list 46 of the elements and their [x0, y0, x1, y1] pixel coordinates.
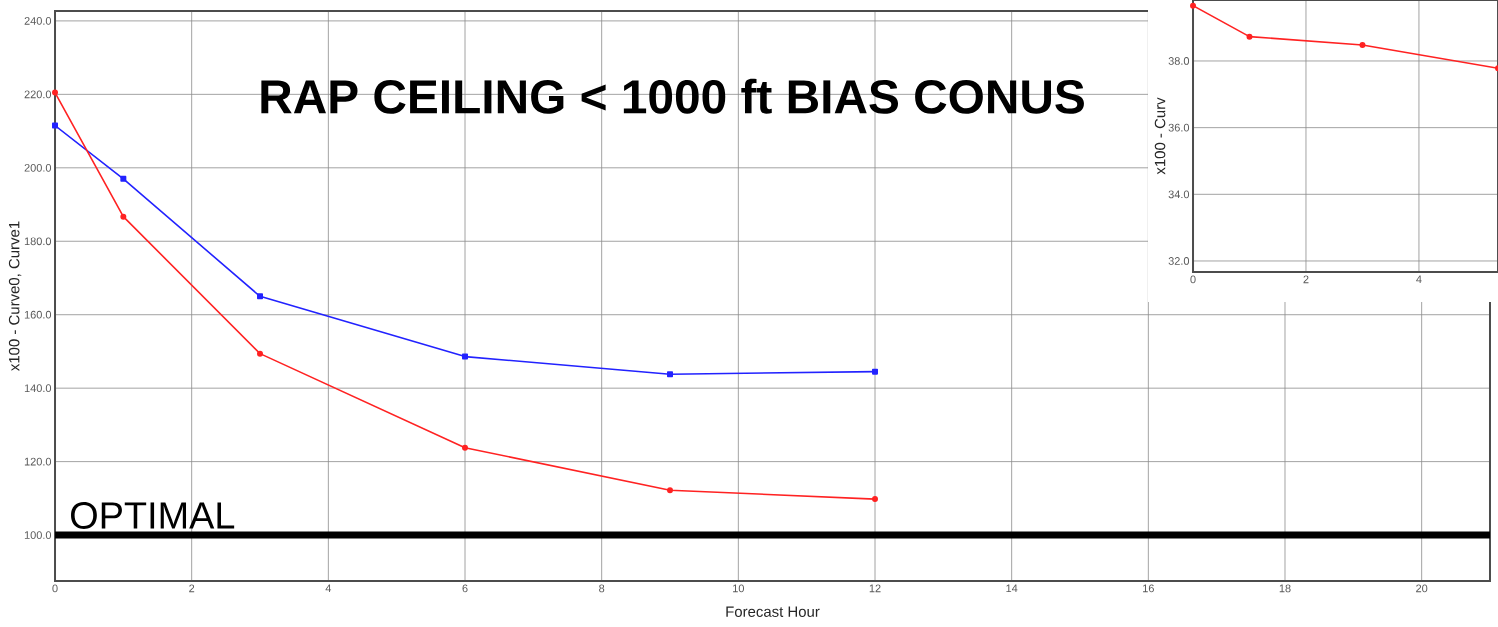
y-tick-label: 120.0: [24, 457, 52, 466]
x-tick-label: 0: [52, 584, 58, 593]
y-tick-label: 180.0: [24, 237, 52, 246]
ref-line-label: OPTIMAL: [71, 502, 235, 529]
x-tick-label: 0: [1190, 275, 1196, 284]
point: [872, 496, 878, 503]
y-tick-label: 140.0: [24, 384, 52, 393]
y-axis-title: x100 - Curve0, Curve1: [8, 221, 22, 371]
y-tick-label: 32.0: [1168, 257, 1190, 265]
point: [1359, 41, 1366, 48]
point: [462, 353, 468, 360]
y-tick-label: 240.0: [24, 17, 52, 25]
point: [257, 293, 264, 300]
x-tick-label: 20: [1416, 584, 1428, 593]
y-tick-label: 34.0: [1168, 190, 1190, 199]
point: [120, 213, 127, 220]
x-tick-label: 14: [1006, 584, 1018, 593]
x-axis-title: Forecast Hour: [726, 606, 820, 617]
y-tick-label: 36.0: [1168, 123, 1190, 132]
x-tick-label: 6: [462, 584, 468, 593]
x-tick-label: 2: [1303, 275, 1309, 284]
y-axis-title: x100 - Curv: [1154, 97, 1166, 175]
x-tick-label: 16: [1143, 584, 1154, 593]
x-tick-label: 8: [599, 584, 605, 593]
point: [667, 371, 673, 378]
x-tick-label: 12: [869, 584, 881, 593]
point: [1190, 2, 1197, 9]
y-tick-label: 200.0: [24, 163, 52, 172]
x-tick-label: 10: [733, 584, 744, 593]
point: [52, 122, 59, 129]
point: [52, 89, 59, 96]
point: [667, 487, 673, 494]
point: [462, 444, 468, 451]
y-tick-label: 160.0: [24, 310, 52, 319]
x-tick-label: 4: [1416, 275, 1422, 284]
x-tick-label: 2: [189, 584, 195, 593]
x-tick-label: 4: [325, 584, 332, 593]
y-tick-label: 38.0: [1168, 57, 1190, 65]
point: [120, 175, 127, 182]
x-tick-label: 18: [1279, 584, 1291, 593]
point: [872, 368, 878, 375]
point: [257, 350, 264, 357]
text: RAP CEILING < 1000 ft BIAS CONUS: [261, 78, 1084, 114]
y-tick-label: 100.0: [24, 531, 52, 539]
y-tick-label: 220.0: [24, 90, 52, 99]
point: [1246, 33, 1253, 40]
